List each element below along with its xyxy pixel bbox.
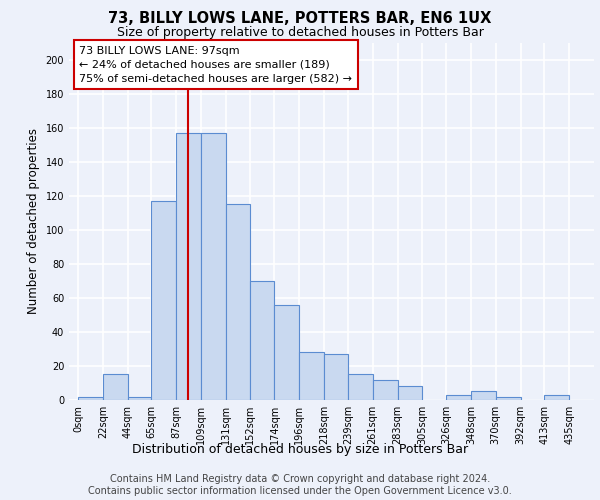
Bar [373, 380, 398, 400]
Text: 73 BILLY LOWS LANE: 97sqm
← 24% of detached houses are smaller (189)
75% of semi: 73 BILLY LOWS LANE: 97sqm ← 24% of detac… [79, 46, 352, 84]
Bar [446, 395, 471, 400]
Bar [496, 396, 521, 400]
Bar [103, 374, 128, 400]
Bar [201, 132, 226, 400]
Bar [324, 354, 348, 400]
Bar [471, 392, 496, 400]
Text: 73, BILLY LOWS LANE, POTTERS BAR, EN6 1UX: 73, BILLY LOWS LANE, POTTERS BAR, EN6 1U… [109, 11, 491, 26]
Bar [398, 386, 422, 400]
Text: Contains HM Land Registry data © Crown copyright and database right 2024.
Contai: Contains HM Land Registry data © Crown c… [88, 474, 512, 496]
Y-axis label: Number of detached properties: Number of detached properties [27, 128, 40, 314]
Bar [128, 396, 151, 400]
Bar [544, 395, 569, 400]
Bar [274, 304, 299, 400]
Bar [250, 281, 274, 400]
Bar [78, 396, 103, 400]
Text: Distribution of detached houses by size in Potters Bar: Distribution of detached houses by size … [132, 442, 468, 456]
Bar [226, 204, 250, 400]
Bar [176, 132, 201, 400]
Bar [348, 374, 373, 400]
Bar [299, 352, 324, 400]
Text: Size of property relative to detached houses in Potters Bar: Size of property relative to detached ho… [116, 26, 484, 39]
Bar [151, 201, 176, 400]
